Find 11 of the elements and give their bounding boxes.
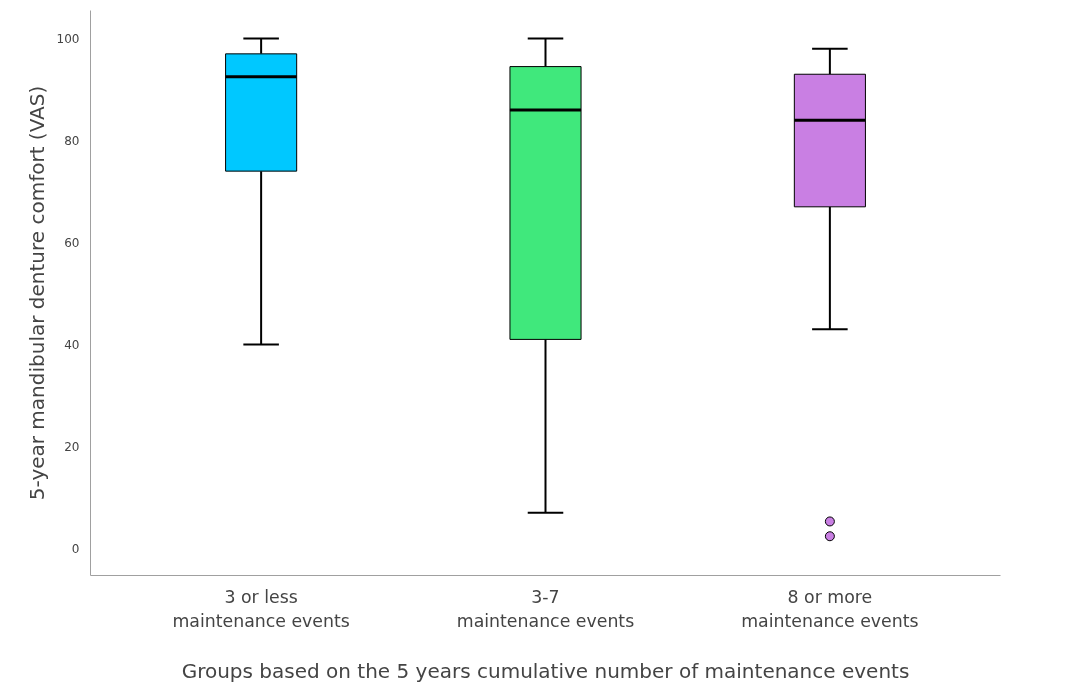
x-tick-label: 3 or less maintenance events — [172, 586, 350, 631]
y-axis-title: 5-year mandibular denture comfort (VAS) — [24, 85, 49, 501]
y-tick-label: 80 — [64, 134, 80, 149]
y-tick-label: 20 — [64, 439, 80, 454]
y-tick-label: 100 — [56, 32, 80, 47]
y-tick-label: 60 — [64, 236, 80, 251]
y-tick-label: 40 — [64, 338, 80, 352]
y-tick-label: 0 — [71, 541, 80, 556]
x-tick-label: 3-7 maintenance events — [456, 586, 635, 631]
x-tick-label: 8 or more maintenance events — [741, 586, 919, 631]
x-axis-title: Groups based on the 5 years cumulative number of maintenance events — [181, 658, 910, 683]
